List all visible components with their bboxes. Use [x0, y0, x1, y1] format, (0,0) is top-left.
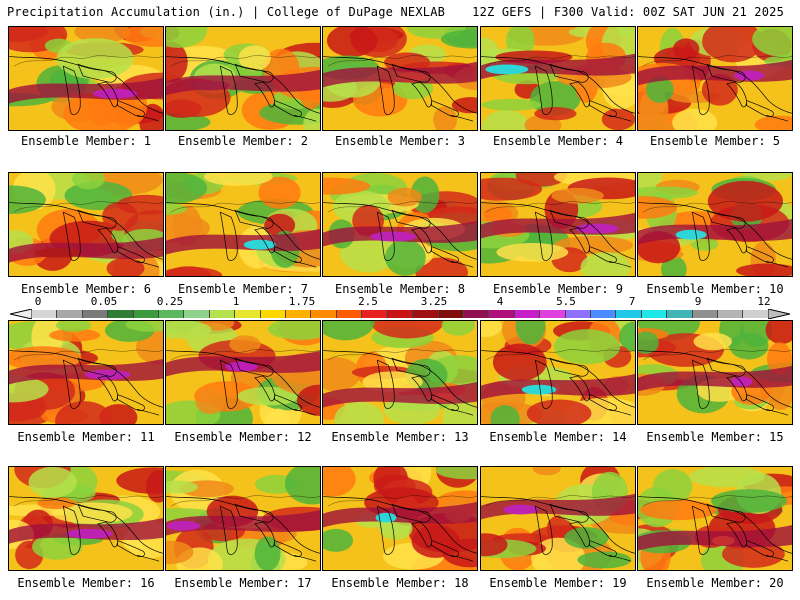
- ensemble-member-caption: Ensemble Member: 6: [20, 282, 152, 296]
- ensemble-member-map: [480, 320, 636, 425]
- colorbar-label: 0: [34, 295, 42, 308]
- colorbar-label: 3.25: [420, 295, 448, 308]
- ensemble-member-map: [8, 466, 164, 571]
- ensemble-member-map: [8, 320, 164, 425]
- ensemble-member-caption: Ensemble Member: 12: [174, 430, 312, 444]
- colorbar-swatch: [413, 310, 439, 318]
- ensemble-member-caption: Ensemble Member: 19: [489, 576, 627, 590]
- ensemble-member-caption: Ensemble Member: 9: [492, 282, 624, 296]
- colorbar-swatches: [32, 310, 768, 318]
- colorbar-swatch: [514, 310, 541, 318]
- colorbar-swatch: [540, 310, 566, 318]
- colorbar-label: 0.25: [156, 295, 184, 308]
- ensemble-member-map: [480, 172, 636, 277]
- colorbar-swatch: [463, 310, 490, 318]
- colorbar-label: 12: [757, 295, 771, 308]
- colorbar-swatch: [32, 310, 58, 318]
- ensemble-member-caption: Ensemble Member: 16: [17, 576, 155, 590]
- ensemble-member-caption: Ensemble Member: 18: [331, 576, 469, 590]
- colorbar-label: 1.75: [288, 295, 316, 308]
- colorbar-swatch: [260, 310, 287, 318]
- ensemble-member-map: [480, 466, 636, 571]
- ensemble-member-map: [165, 172, 321, 277]
- ensemble-member-caption: Ensemble Member: 13: [331, 430, 469, 444]
- colorbar-swatch: [235, 310, 261, 318]
- ensemble-member-map: [322, 172, 478, 277]
- colorbar-swatch: [641, 310, 668, 318]
- ensemble-member-map: [637, 172, 793, 277]
- colorbar-swatch: [667, 310, 693, 318]
- ensemble-member-map: [637, 320, 793, 425]
- colorbar-label: 9: [694, 295, 702, 308]
- colorbar-swatch: [692, 310, 718, 318]
- colorbar-swatch: [82, 310, 109, 318]
- ensemble-member-caption: Ensemble Member: 1: [20, 134, 152, 148]
- colorbar-label: 5.5: [556, 295, 576, 308]
- ensemble-member-caption: Ensemble Member: 11: [17, 430, 155, 444]
- colorbar-swatch: [590, 310, 617, 318]
- colorbar-label: 1: [232, 295, 240, 308]
- valid-time: 12Z GEFS | F300 Valid: 00Z SAT JUN 21 20…: [472, 5, 784, 19]
- ensemble-member-caption: Ensemble Member: 17: [174, 576, 312, 590]
- colorbar-label: 2.5: [358, 295, 378, 308]
- colorbar-swatch: [565, 310, 591, 318]
- colorbar-swatch: [717, 310, 744, 318]
- colorbar-swatch: [286, 310, 312, 318]
- colorbar-label: 0.05: [90, 295, 118, 308]
- ensemble-member-map: [165, 26, 321, 131]
- colorbar-label: 4: [496, 295, 504, 308]
- ensemble-member-map: [322, 320, 478, 425]
- colorbar-label: 7: [628, 295, 636, 308]
- colorbar-swatch: [108, 310, 134, 318]
- ensemble-member-map: [8, 172, 164, 277]
- ensemble-member-map: [165, 320, 321, 425]
- ensemble-member-caption: Ensemble Member: 7: [177, 282, 309, 296]
- colorbar-swatch: [362, 310, 388, 318]
- ensemble-member-caption: Ensemble Member: 4: [492, 134, 624, 148]
- ensemble-member-caption: Ensemble Member: 2: [177, 134, 309, 148]
- ensemble-member-caption: Ensemble Member: 15: [646, 430, 784, 444]
- colorbar-swatch: [184, 310, 210, 318]
- ensemble-member-map: [322, 26, 478, 131]
- colorbar-swatch: [133, 310, 160, 318]
- map-title: Precipitation Accumulation (in.) | Colle…: [7, 5, 446, 19]
- ensemble-member-map: [637, 26, 793, 131]
- precip-colorbar: 0 0.05 0.25 1 1.75 2.5 3.25 4 5.5 7 9 12: [10, 295, 790, 319]
- ensemble-member-caption: Ensemble Member: 3: [334, 134, 466, 148]
- colorbar-swatch: [387, 310, 414, 318]
- colorbar-swatch: [743, 310, 768, 318]
- colorbar-swatch: [311, 310, 337, 318]
- colorbar-swatch: [209, 310, 236, 318]
- ensemble-member-map: [322, 466, 478, 571]
- colorbar-swatch: [489, 310, 515, 318]
- ensemble-member-map: [165, 466, 321, 571]
- ensemble-member-map: [8, 26, 164, 131]
- ensemble-member-caption: Ensemble Member: 14: [489, 430, 627, 444]
- ensemble-member-caption: Ensemble Member: 20: [646, 576, 784, 590]
- colorbar-low-arrow: [10, 309, 32, 319]
- ensemble-member-caption: Ensemble Member: 8: [334, 282, 466, 296]
- ensemble-member-map: [480, 26, 636, 131]
- ensemble-member-map: [637, 466, 793, 571]
- colorbar-swatch: [159, 310, 185, 318]
- colorbar-swatch: [57, 310, 83, 318]
- colorbar-swatch: [438, 310, 464, 318]
- colorbar-swatch: [616, 310, 642, 318]
- ensemble-member-caption: Ensemble Member: 5: [649, 134, 781, 148]
- colorbar-swatch: [336, 310, 363, 318]
- colorbar-high-arrow: [768, 309, 790, 319]
- ensemble-member-caption: Ensemble Member: 10: [646, 282, 784, 296]
